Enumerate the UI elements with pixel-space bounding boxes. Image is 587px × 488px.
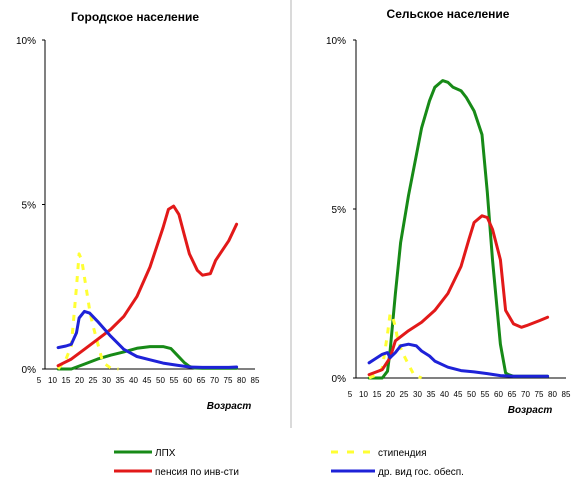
x-tick-label: 40 [129, 376, 138, 385]
y-tick-label: 5% [332, 205, 347, 216]
x-tick-label: 70 [521, 390, 530, 399]
legend-label: ЛПХ [155, 448, 176, 459]
x-tick-label: 25 [400, 390, 409, 399]
x-tick-label: 35 [116, 376, 125, 385]
x-tick-label: 50 [467, 390, 476, 399]
x-tick-label: 40 [440, 390, 449, 399]
legend-label: др. вид гос. обесп. [378, 466, 464, 478]
y-tick-label: 0% [332, 374, 347, 385]
series-line-other [367, 342, 550, 378]
x-tick-label: 45 [454, 390, 463, 399]
chart-title: Городское население [71, 10, 199, 24]
legend-item-lph: ЛПХ [114, 448, 176, 459]
series-line-pension [367, 214, 550, 377]
x-tick-label: 35 [427, 390, 436, 399]
x-tick-label: 5 [37, 376, 42, 385]
x-tick-label: 10 [359, 390, 368, 399]
y-tick-label: 10% [16, 36, 36, 47]
x-tick-label: 10 [48, 376, 57, 385]
series-line-lph [367, 79, 550, 380]
x-tick-label: 15 [373, 390, 382, 399]
x-tick-label: 15 [62, 376, 71, 385]
legend-item-stipend: стипендия [331, 448, 427, 459]
chart-urban: Городское население Возраст 0% 5% 10% 5 10 15… [16, 10, 260, 412]
legend-item-pension: пенсия по инв-сти [114, 467, 239, 478]
x-tick-label: 50 [156, 376, 165, 385]
y-tick-label: 5% [22, 201, 37, 212]
series-line-pension [56, 204, 239, 368]
legend: ЛПХ стипендия пенсия по инв-сти др. вид … [114, 448, 464, 478]
series-line-other [56, 309, 239, 369]
x-tick-label: 80 [237, 376, 246, 385]
x-tick-label: 80 [548, 390, 557, 399]
x-axis-label: Возраст [207, 401, 252, 412]
chart-title: Сельское население [387, 7, 510, 21]
x-tick-label: 30 [102, 376, 111, 385]
x-axis-label: Возраст [508, 405, 553, 416]
x-tick-label: 20 [75, 376, 84, 385]
x-tick-label: 85 [562, 390, 571, 399]
x-tick-label: 55 [170, 376, 179, 385]
x-tick-label: 70 [210, 376, 219, 385]
x-tick-label: 75 [535, 390, 544, 399]
x-tick-label: 25 [89, 376, 98, 385]
legend-label: стипендия [378, 448, 427, 459]
x-tick-label: 20 [386, 390, 395, 399]
y-tick-label: 10% [326, 36, 346, 47]
x-tick-label: 65 [197, 376, 206, 385]
x-tick-label: 65 [508, 390, 517, 399]
chart-rural: Сельское население Возраст 0% 5% 10% 5 10 15 2… [326, 7, 571, 416]
x-tick-label: 55 [481, 390, 490, 399]
x-tick-label: 60 [183, 376, 192, 385]
x-tick-label: 60 [494, 390, 503, 399]
x-tick-label: 85 [251, 376, 260, 385]
y-tick-label: 0% [22, 365, 37, 376]
x-tick-label: 30 [413, 390, 422, 399]
legend-label: пенсия по инв-сти [155, 467, 239, 478]
x-tick-label: 5 [348, 390, 353, 399]
x-tick-label: 45 [143, 376, 152, 385]
x-tick-label: 75 [224, 376, 233, 385]
legend-item-other: др. вид гос. обесп. [331, 466, 464, 478]
